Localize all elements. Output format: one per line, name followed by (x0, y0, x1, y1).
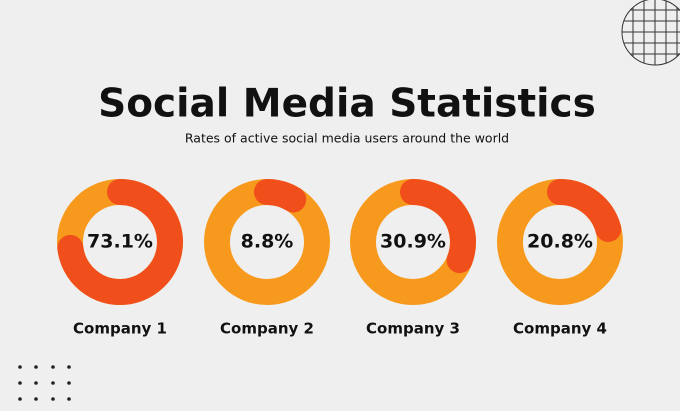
value-label: 20.8% (527, 231, 593, 253)
grid-circle (621, 0, 680, 66)
donut-arc (547, 179, 622, 242)
dot-decoration (18, 365, 71, 401)
value-label: 30.9% (380, 231, 446, 253)
company-label: Company 3 (366, 320, 460, 338)
subtitle: Rates of active social media users aroun… (185, 131, 509, 146)
value-label: 8.8% (241, 231, 294, 253)
grid-decoration (622, 0, 680, 65)
title: Social Media Statistics (98, 82, 596, 127)
donut-arc (254, 179, 307, 213)
company-label: Company 2 (220, 320, 314, 338)
donut-arc (57, 179, 183, 305)
company-label: Company 4 (513, 320, 607, 338)
donut-arc (400, 179, 476, 274)
company-label: Company 1 (73, 320, 167, 338)
value-label: 73.1% (87, 231, 153, 253)
